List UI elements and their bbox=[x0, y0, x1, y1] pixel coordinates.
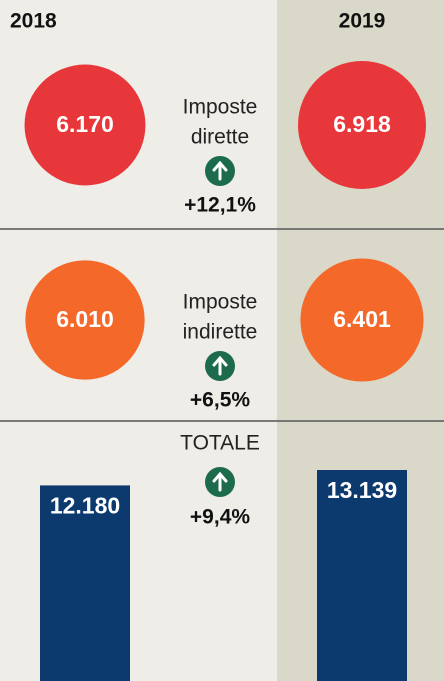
row-label: dirette bbox=[191, 126, 249, 149]
row-label: indirette bbox=[183, 321, 258, 344]
up-arrow-glyph bbox=[212, 355, 228, 376]
year-label: 2019 bbox=[339, 10, 386, 33]
value-label: 13.139 bbox=[327, 477, 397, 503]
up-arrow-glyph bbox=[212, 471, 228, 492]
change-label: +12,1% bbox=[184, 194, 256, 217]
value-label: 6.401 bbox=[333, 306, 391, 332]
value-label: 12.180 bbox=[50, 492, 120, 518]
row-label: Imposte bbox=[183, 291, 258, 314]
value-label: 6.918 bbox=[333, 111, 391, 137]
change-label: +9,4% bbox=[190, 506, 250, 529]
change-label: +6,5% bbox=[190, 389, 250, 412]
total-label: TOTALE bbox=[180, 432, 260, 455]
up-arrow-glyph bbox=[212, 160, 228, 181]
year-label: 2018 bbox=[10, 10, 57, 33]
value-circle bbox=[298, 61, 426, 189]
bar bbox=[317, 470, 407, 681]
value-label: 6.170 bbox=[56, 111, 114, 137]
value-circle bbox=[300, 258, 424, 382]
value-circle bbox=[24, 64, 146, 186]
value-label: 6.010 bbox=[56, 306, 114, 332]
value-circle bbox=[25, 260, 145, 380]
bar bbox=[40, 485, 130, 681]
row-label: Imposte bbox=[183, 96, 258, 119]
